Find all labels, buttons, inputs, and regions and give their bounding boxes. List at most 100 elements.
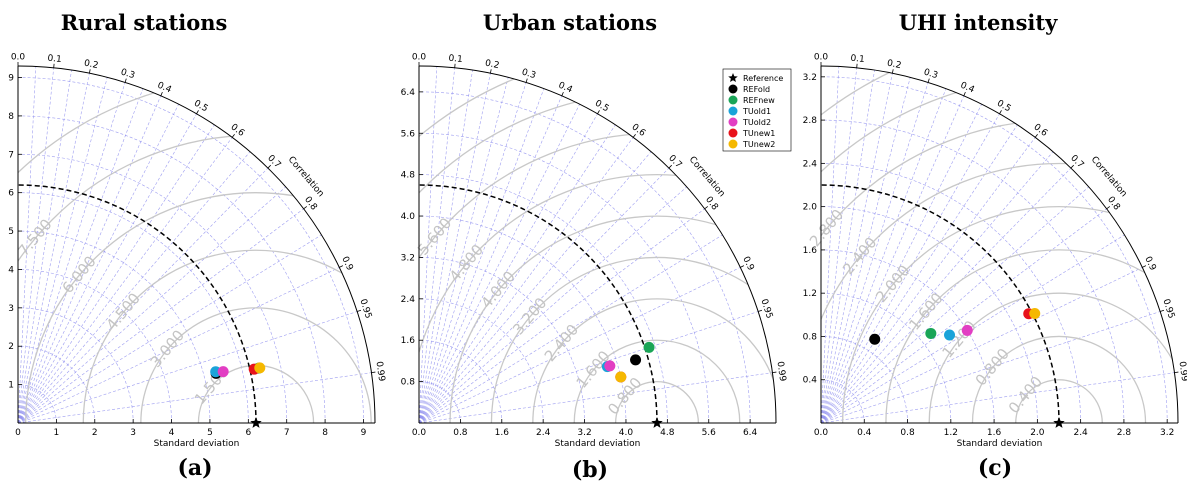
correlation-gridline [820, 151, 1054, 424]
correlation-gridline [17, 88, 144, 424]
y-tick-label: 5 [8, 227, 14, 237]
x-tick-label: 2.0 [1030, 428, 1045, 438]
correlation-gridline [17, 95, 162, 424]
x-tick-label: 3.2 [577, 428, 591, 438]
corr-tick-mark [668, 164, 672, 169]
reference-std-arc [820, 184, 1060, 424]
x-tick-label: 0.0 [412, 428, 427, 438]
data-point-refold [869, 333, 881, 345]
correlation-gridline [820, 311, 1161, 424]
y-tick-label: 3.2 [401, 253, 415, 263]
correlation-gridline [820, 104, 982, 424]
std-gridline [418, 257, 585, 424]
x-tick-label: 5.6 [702, 428, 717, 438]
legend-label: REFold [743, 85, 770, 94]
correlation-gridline [17, 137, 233, 424]
std-gridline [820, 379, 865, 424]
corr-tick-mark [561, 91, 564, 96]
std-gridline [17, 153, 288, 424]
corr-tick-label: 0.0 [11, 53, 26, 63]
std-gridline [17, 269, 172, 424]
std-gridline [418, 381, 461, 424]
x-tick-label: 4 [169, 428, 175, 438]
corr-tick-mark [303, 206, 308, 210]
corr-tick-mark [371, 371, 376, 374]
reference-star-marker [651, 417, 663, 428]
x-tick-label: 1.2 [944, 428, 958, 438]
correlation-gridline [17, 167, 269, 424]
corr-tick-label: 0.0 [814, 53, 829, 63]
rms-arcs [419, 66, 776, 423]
y-tick-label: 2 [8, 342, 14, 352]
correlation-gridline [418, 67, 455, 424]
correlation-gridline [17, 124, 215, 424]
x-tick-label: 8 [322, 428, 328, 438]
correlation-gridline [820, 73, 893, 424]
y-tick-label: 3 [8, 304, 14, 314]
correlation-gridline [17, 82, 126, 424]
legend-label: TUold2 [742, 118, 771, 127]
legend-marker-tunew1 [728, 128, 738, 138]
correlation-gridline [820, 67, 857, 424]
rms-label: 1.600 [905, 289, 946, 333]
rms-label: 0.800 [972, 345, 1013, 389]
std-gridline [418, 174, 668, 424]
corr-tick-label: 0.99 [373, 361, 386, 383]
x-tick-label: 1 [54, 428, 60, 438]
reference-star-marker [1053, 417, 1065, 428]
correlation-gridline [17, 372, 372, 424]
x-tick-label: 3.2 [1160, 428, 1174, 438]
y-tick-label: 1.6 [401, 336, 416, 346]
data-point-tuold2 [604, 360, 616, 372]
y-tick-label: 4 [8, 265, 14, 275]
x-tick-label: 0.0 [814, 428, 829, 438]
x-tick-label: 2.8 [1117, 428, 1132, 438]
corr-tick-mark [357, 309, 362, 312]
corr-tick-mark [525, 78, 528, 83]
correlation-gridline [820, 77, 911, 424]
correlation-gridline [418, 82, 527, 424]
corr-tick-mark [927, 78, 930, 83]
rms-label: 4.500 [103, 289, 144, 333]
correlation-gridline [418, 137, 634, 424]
corr-tick-mark [1034, 133, 1038, 138]
corr-tick-label: 0.3 [922, 67, 939, 81]
std-gridline [17, 384, 57, 424]
y-tick-label: 6 [8, 189, 14, 199]
correlation-gridline [17, 69, 72, 424]
legend-label: REFnew [743, 96, 775, 105]
legend-marker-tuold1 [728, 106, 738, 116]
correlation-gridline [418, 234, 723, 424]
corr-tick-mark [231, 133, 235, 138]
panel-label: (c) [978, 455, 1012, 481]
std-gridline [820, 336, 908, 424]
correlation-gridline [820, 234, 1125, 424]
correlation-gridline [820, 186, 1089, 424]
legend-label: TUnew1 [742, 129, 775, 138]
std-gridline [17, 230, 211, 424]
corr-tick-mark [999, 110, 1002, 115]
rms-label: 2.000 [872, 261, 913, 305]
rms-arc [821, 162, 1178, 423]
rms-label: 2.400 [541, 321, 582, 365]
data-point-tuold1 [944, 329, 956, 341]
corr-tick-mark [490, 69, 492, 74]
y-tick-label: 4.0 [401, 212, 416, 222]
corr-tick-label: 0.0 [412, 53, 427, 63]
std-gridline [418, 91, 751, 424]
legend-marker-refold [728, 84, 738, 94]
correlation-gridline [17, 77, 108, 424]
correlation-gridline [820, 137, 1036, 424]
correlation-gridline [418, 267, 741, 424]
correlation-gridline [418, 104, 580, 424]
legend-marker-tunew2 [728, 139, 738, 149]
panel-title: Urban stations [483, 10, 657, 35]
correlation-gridline [418, 151, 652, 424]
rms-label: 3.000 [147, 326, 188, 370]
correlation-gridline [418, 73, 491, 424]
y-tick-label: 4.8 [401, 171, 416, 181]
corr-tick-label: 0.9 [740, 255, 755, 272]
legend-marker-reference [728, 73, 738, 83]
corr-tick-mark [597, 110, 600, 115]
x-tick-label: 0.4 [857, 428, 872, 438]
